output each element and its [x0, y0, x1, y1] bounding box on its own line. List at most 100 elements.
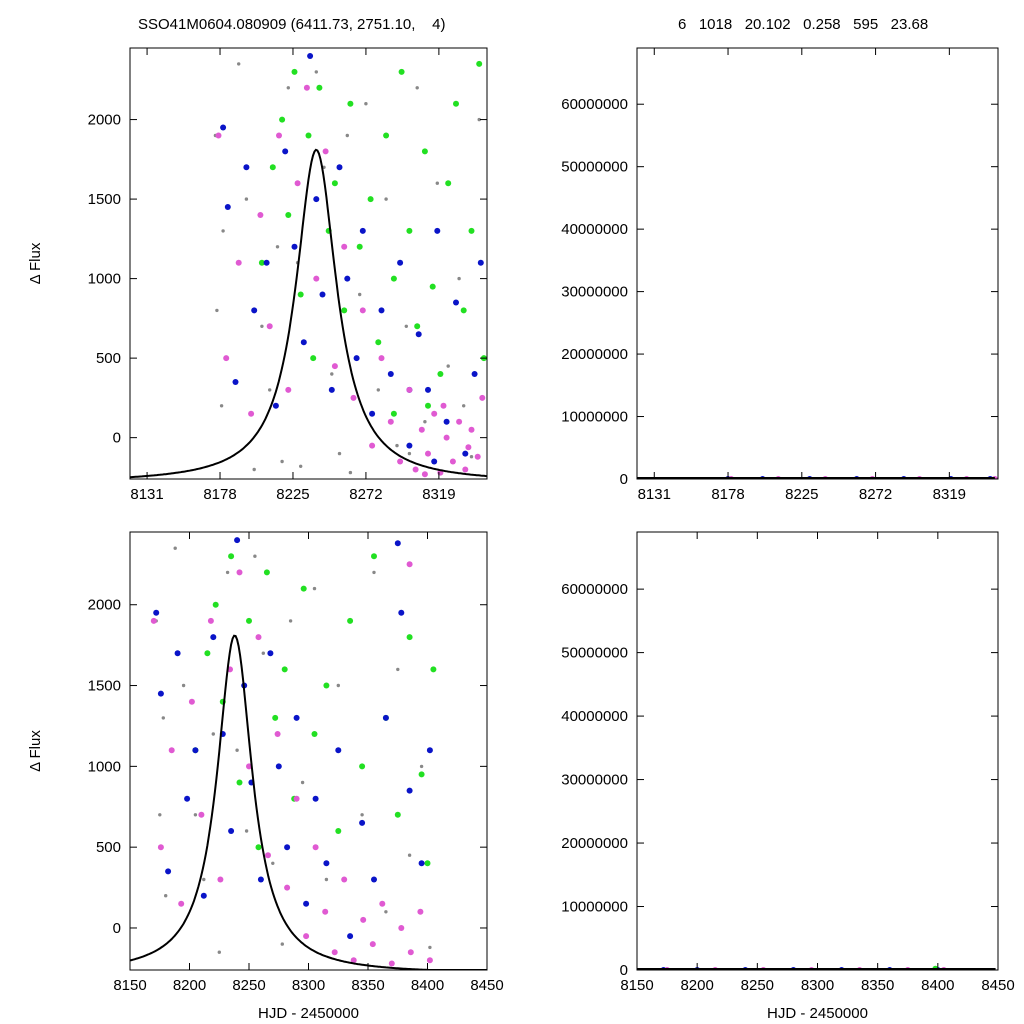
point-magenta	[303, 933, 310, 940]
point-gray	[395, 443, 399, 448]
point-gray	[275, 245, 280, 249]
point-green	[279, 116, 286, 123]
point-green	[255, 844, 262, 851]
y-axis-label: Δ Flux	[27, 730, 44, 772]
point-green	[316, 84, 323, 91]
point-green	[418, 771, 425, 778]
point-magenta	[207, 617, 214, 624]
x-tick-label: 8225	[785, 486, 818, 503]
point-blue	[313, 196, 320, 203]
point-blue	[371, 876, 377, 883]
point-magenta	[449, 458, 456, 465]
fit-curve	[130, 148, 487, 479]
point-magenta	[255, 634, 262, 641]
point-blue	[425, 386, 431, 393]
header-right-title: 6 1018 20.102 0.258 595 23.68	[678, 16, 929, 33]
x-tick-label: 8450	[470, 977, 503, 994]
point-gray	[244, 197, 249, 201]
point-green	[347, 100, 354, 107]
point-gray	[261, 651, 265, 655]
point-gray	[260, 324, 264, 328]
point-blue	[284, 844, 291, 851]
point-green	[323, 682, 330, 689]
x-tick-label: 8150	[113, 977, 146, 994]
point-magenta	[223, 355, 230, 362]
point-green	[476, 60, 483, 67]
point-blue	[328, 386, 335, 393]
point-green	[460, 307, 467, 314]
point-blue	[224, 204, 231, 210]
point-green	[246, 617, 252, 624]
point-gray	[221, 229, 225, 233]
point-blue	[251, 307, 258, 314]
y-tick-label: 1500	[88, 678, 121, 695]
x-tick-label: 8350	[351, 977, 384, 994]
x-axis-label: HJD - 2450000	[258, 1005, 359, 1022]
point-green	[281, 666, 288, 673]
point-blue	[312, 795, 319, 802]
point-magenta	[412, 466, 419, 473]
point-magenta	[417, 908, 424, 915]
point-magenta	[284, 884, 291, 891]
point-gray	[235, 748, 239, 752]
y-tick-label: 40000000	[561, 708, 628, 725]
point-gray	[337, 451, 342, 456]
y-tick-label: 40000000	[561, 221, 628, 238]
point-magenta	[388, 960, 395, 967]
point-magenta	[359, 307, 366, 314]
point-green	[390, 275, 397, 282]
point-blue	[387, 371, 394, 377]
point-gray	[161, 716, 165, 720]
point-gray	[312, 586, 317, 591]
point-magenta	[398, 925, 405, 931]
point-blue	[415, 331, 422, 338]
point-blue	[418, 860, 425, 867]
panel-bottom-left: 8150 8200 8250 8300 8350 8400 8450 0 500 1000 1500…	[27, 531, 504, 1022]
point-green	[291, 68, 298, 75]
point-green	[311, 731, 318, 737]
y-tick-label: 500	[96, 350, 121, 367]
point-blue	[267, 650, 274, 657]
point-gray	[219, 404, 224, 408]
point-blue	[426, 747, 433, 754]
point-magenta	[421, 471, 428, 478]
point-magenta	[248, 410, 255, 417]
point-blue	[165, 868, 172, 875]
point-magenta	[294, 180, 301, 187]
point-magenta	[407, 949, 414, 956]
plot-frame	[636, 531, 999, 971]
point-gray	[358, 292, 362, 297]
point-gray	[407, 451, 412, 456]
point-blue	[319, 291, 326, 298]
point-gray	[446, 364, 450, 368]
point-magenta	[331, 363, 338, 370]
point-gray	[407, 853, 412, 857]
y-tick-label: 2000	[88, 597, 121, 614]
point-gray	[435, 181, 439, 185]
x-tick-label: 8350	[861, 977, 894, 994]
point-magenta	[313, 275, 320, 282]
point-magenta	[274, 731, 281, 737]
plot-frame	[129, 47, 488, 480]
y-tick-label: 2000	[88, 112, 121, 129]
point-gray	[469, 455, 474, 459]
point-magenta	[331, 949, 338, 956]
point-blue	[282, 148, 289, 155]
point-green	[414, 323, 421, 330]
x-tick-label: 8200	[173, 977, 206, 994]
point-blue	[307, 53, 314, 59]
point-blue	[398, 609, 405, 616]
point-blue	[174, 650, 181, 657]
point-blue	[462, 450, 469, 457]
point-magenta	[406, 561, 413, 568]
x-axis-label: HJD - 2450000	[767, 1005, 868, 1022]
point-gray	[164, 894, 168, 898]
point-green	[429, 283, 436, 290]
point-gray	[244, 829, 249, 833]
point-magenta	[235, 259, 242, 266]
point-magenta	[266, 323, 273, 330]
x-tick-label: 8272	[859, 486, 892, 503]
point-magenta	[215, 132, 222, 139]
point-gray	[215, 308, 219, 313]
point-gray	[360, 813, 364, 817]
